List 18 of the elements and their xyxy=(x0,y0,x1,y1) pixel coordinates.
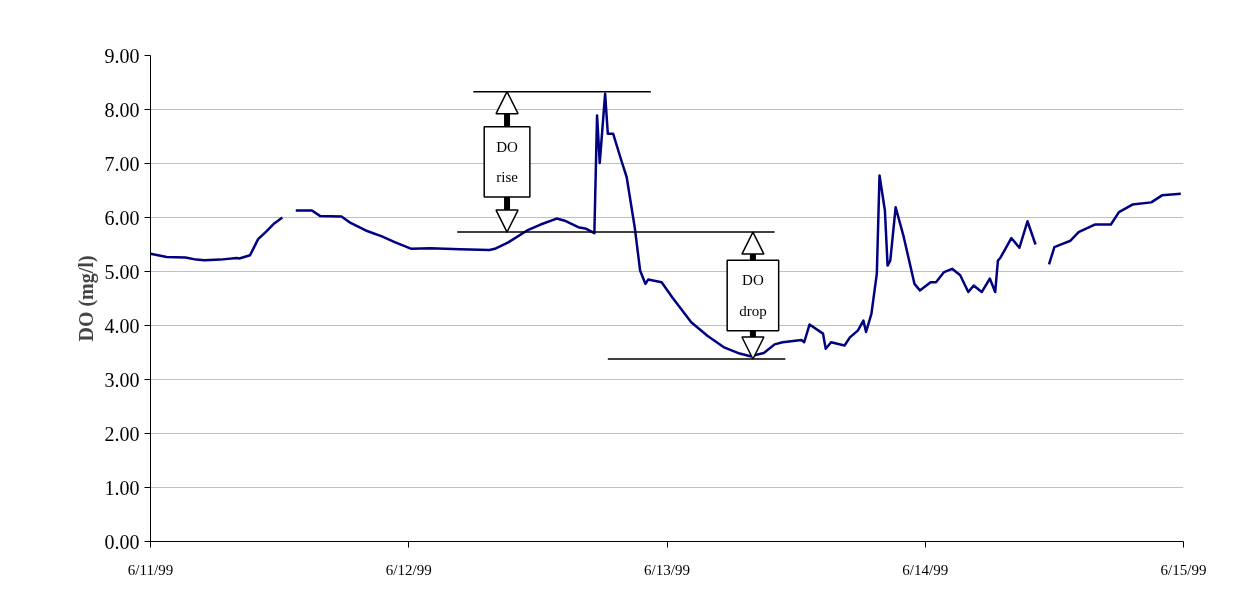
x-tick-label: 6/11/99 xyxy=(127,561,174,578)
x-tick-label: 6/14/99 xyxy=(902,561,949,578)
x-tick-label: 6/13/99 xyxy=(644,561,690,578)
x-tick-label: 6/12/99 xyxy=(385,561,432,578)
y-tick-label: 9.00 xyxy=(104,44,140,67)
annotation: DO rise xyxy=(496,138,519,186)
y-tick-label: 0.00 xyxy=(104,530,140,553)
y-tick-label: 2.00 xyxy=(104,422,140,445)
y-tick-label: 8.00 xyxy=(104,98,140,121)
y-tick-label: 1.00 xyxy=(104,476,140,499)
y-tick-label: 4.00 xyxy=(104,314,140,337)
y-tick-label: 7.00 xyxy=(104,152,140,175)
y-tick-label: 6.00 xyxy=(104,206,140,229)
y-axis-title: DO (mg/l) xyxy=(74,255,98,342)
y-tick-label: 5.00 xyxy=(104,260,140,283)
x-tick-label: 6/15/99 xyxy=(1160,561,1207,578)
y-tick-label: 3.00 xyxy=(104,368,140,391)
annotation: DO drop xyxy=(739,272,767,319)
